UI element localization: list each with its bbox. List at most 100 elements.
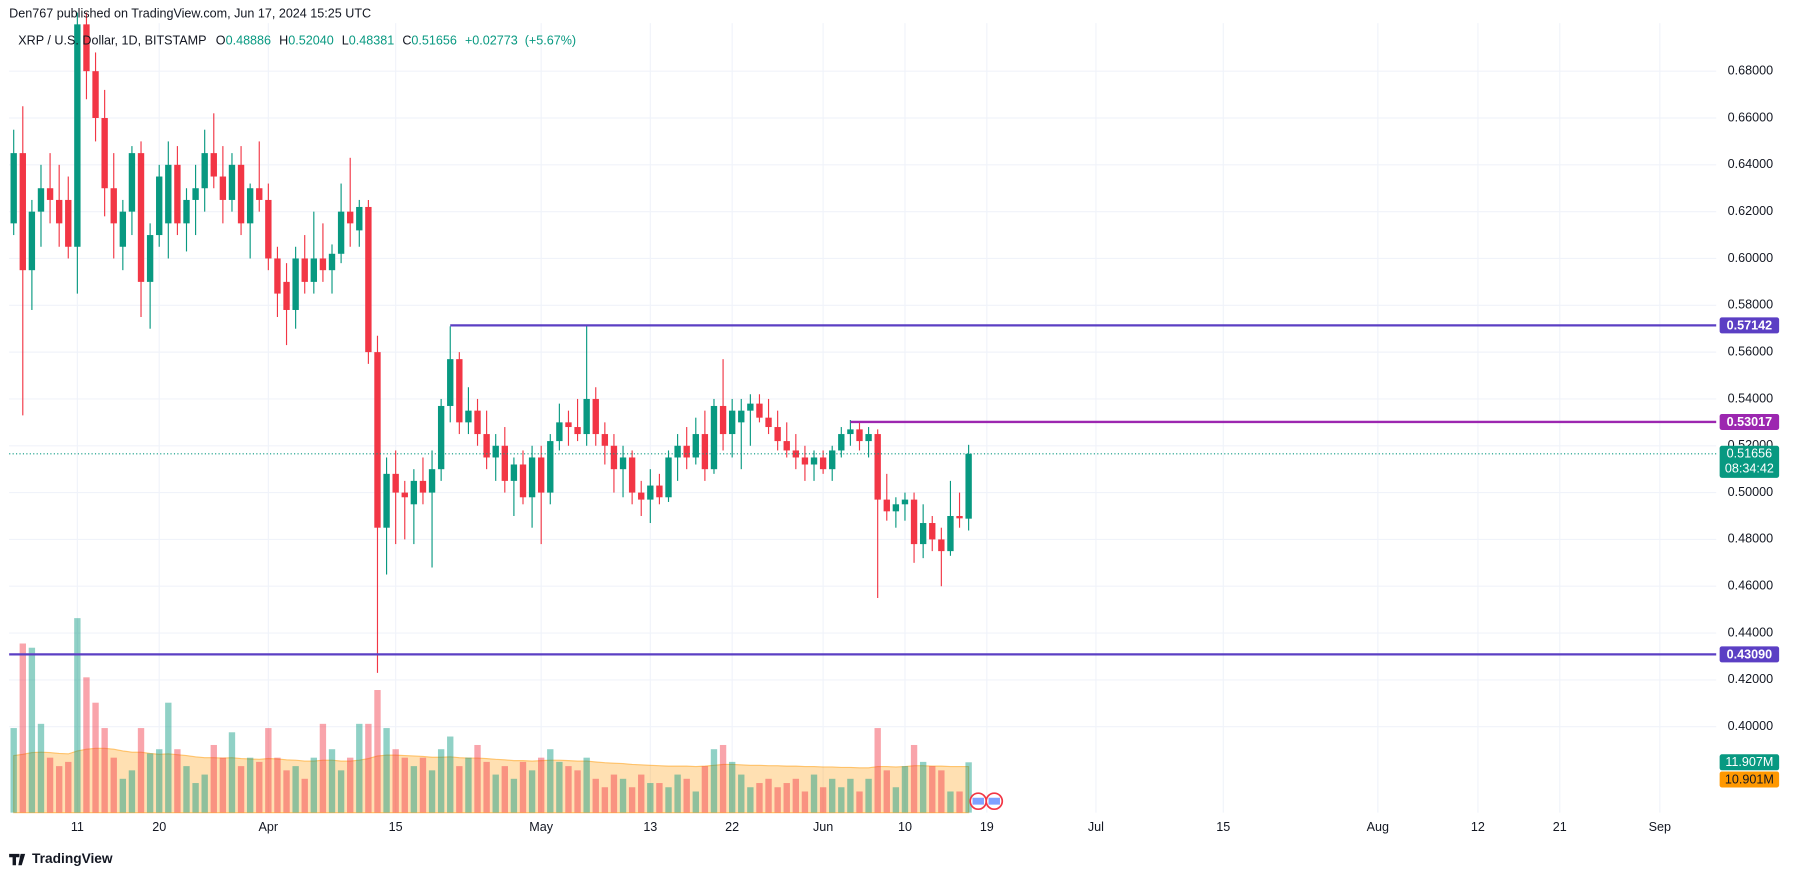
volume-pane <box>10 618 972 814</box>
volume-bar <box>701 766 709 813</box>
candle-body <box>347 211 354 224</box>
x-tick-label: Jul <box>1088 820 1104 834</box>
ohlc-value: 0.51656 <box>411 34 456 48</box>
candle-body <box>419 480 427 493</box>
candle-body <box>401 492 408 498</box>
x-tick-label: May <box>529 820 553 834</box>
candle-body <box>37 188 45 212</box>
candle-body <box>19 153 26 271</box>
volume-bar <box>747 787 754 813</box>
x-tick-label: 15 <box>389 820 403 834</box>
candle-body <box>838 434 845 451</box>
candle-body <box>583 398 590 435</box>
volume-bar <box>156 749 163 813</box>
volume-bar <box>456 766 463 813</box>
y-tick-label: 0.48000 <box>1728 532 1773 546</box>
volume-bar <box>838 787 845 813</box>
volume-bar <box>65 761 72 813</box>
x-tick-label: Sep <box>1649 820 1671 834</box>
y-tick-label: 0.64000 <box>1728 157 1773 171</box>
volume-bar <box>538 757 545 813</box>
candle-body <box>219 176 227 200</box>
volume-bar <box>383 728 390 813</box>
change-pct: (+5.67%) <box>525 34 576 48</box>
volume-bar <box>28 647 36 813</box>
candle-body <box>610 445 618 470</box>
volume-bar <box>856 791 863 813</box>
y-tick-label: 0.46000 <box>1728 579 1773 593</box>
candle-body <box>829 450 836 470</box>
overlay <box>9 324 1717 656</box>
candle-body <box>328 253 336 271</box>
candle-body <box>774 427 781 442</box>
volume-bar <box>710 749 718 813</box>
candle-body <box>119 211 127 247</box>
x-tick-label: 12 <box>1471 820 1485 834</box>
volume-bar <box>465 757 472 813</box>
volume-bar <box>565 766 572 813</box>
volume-bar <box>328 749 336 813</box>
volume-bar <box>101 728 108 813</box>
candle-body <box>474 410 481 435</box>
candle-body <box>192 188 199 200</box>
x-tick-label: Aug <box>1367 820 1389 834</box>
candle-body <box>246 188 254 224</box>
volume-bar <box>365 723 372 813</box>
candle-body <box>356 206 363 231</box>
candle-body <box>228 164 236 200</box>
y-tick-label: 0.50000 <box>1728 485 1773 499</box>
volume-bar <box>610 774 618 813</box>
candle-body <box>601 434 609 446</box>
candle-body <box>947 516 954 552</box>
volume-bar <box>137 728 145 813</box>
candle-body <box>65 199 72 247</box>
level-label: 0.53017 <box>1727 415 1772 429</box>
candle-body <box>183 199 190 224</box>
candle-body <box>728 410 736 435</box>
x-tick-label: 10 <box>898 820 912 834</box>
candle-body <box>929 523 936 540</box>
candle-body <box>10 153 17 224</box>
level-label-box <box>1719 646 1780 663</box>
volume-bar <box>910 744 918 813</box>
volume-bar <box>83 677 90 813</box>
volume-bar <box>256 761 263 813</box>
ohlc-label: C <box>402 34 411 48</box>
candle-body <box>556 422 563 442</box>
candle-body <box>265 199 272 259</box>
volume-bar <box>192 783 199 813</box>
volume-bar <box>401 757 408 813</box>
volume-bar <box>574 770 581 813</box>
candle-body <box>256 188 263 200</box>
candle-body <box>765 417 772 428</box>
volume-bar <box>883 770 890 813</box>
candle-body <box>892 504 900 512</box>
symbol: XRP / U.S. Dollar, 1D, BITSTAMP <box>18 34 206 48</box>
x-tick-label: 20 <box>152 820 166 834</box>
candle-body <box>337 211 345 254</box>
y-tick-label: 0.44000 <box>1728 625 1773 639</box>
volume-bar <box>929 766 936 813</box>
volume-bar <box>638 774 645 813</box>
volume-bar <box>92 702 99 813</box>
x-tick-label: 19 <box>980 820 994 834</box>
volume-bar <box>292 766 299 813</box>
candle-body <box>565 422 572 428</box>
volume-bar <box>792 778 800 813</box>
candle-body <box>874 434 881 500</box>
level-label: 0.57142 <box>1727 318 1772 332</box>
volume-bar <box>510 778 518 813</box>
axes: 0.40000 0.42000 0.44000 0.46000 0.48000 0.500… <box>71 64 1780 834</box>
candle-body <box>128 153 136 212</box>
volume-bar <box>938 770 945 813</box>
volume-bar <box>146 753 154 813</box>
event-flag <box>988 797 1000 805</box>
y-tick-label: 0.54000 <box>1728 391 1773 405</box>
volume-bar <box>483 761 490 813</box>
volume-bar <box>692 791 699 813</box>
candle-body <box>274 258 281 294</box>
ohlc-value: 0.52040 <box>288 34 333 48</box>
volume-bar <box>437 749 445 813</box>
x-tick-label: 21 <box>1553 820 1567 834</box>
volume-bar <box>556 761 563 813</box>
